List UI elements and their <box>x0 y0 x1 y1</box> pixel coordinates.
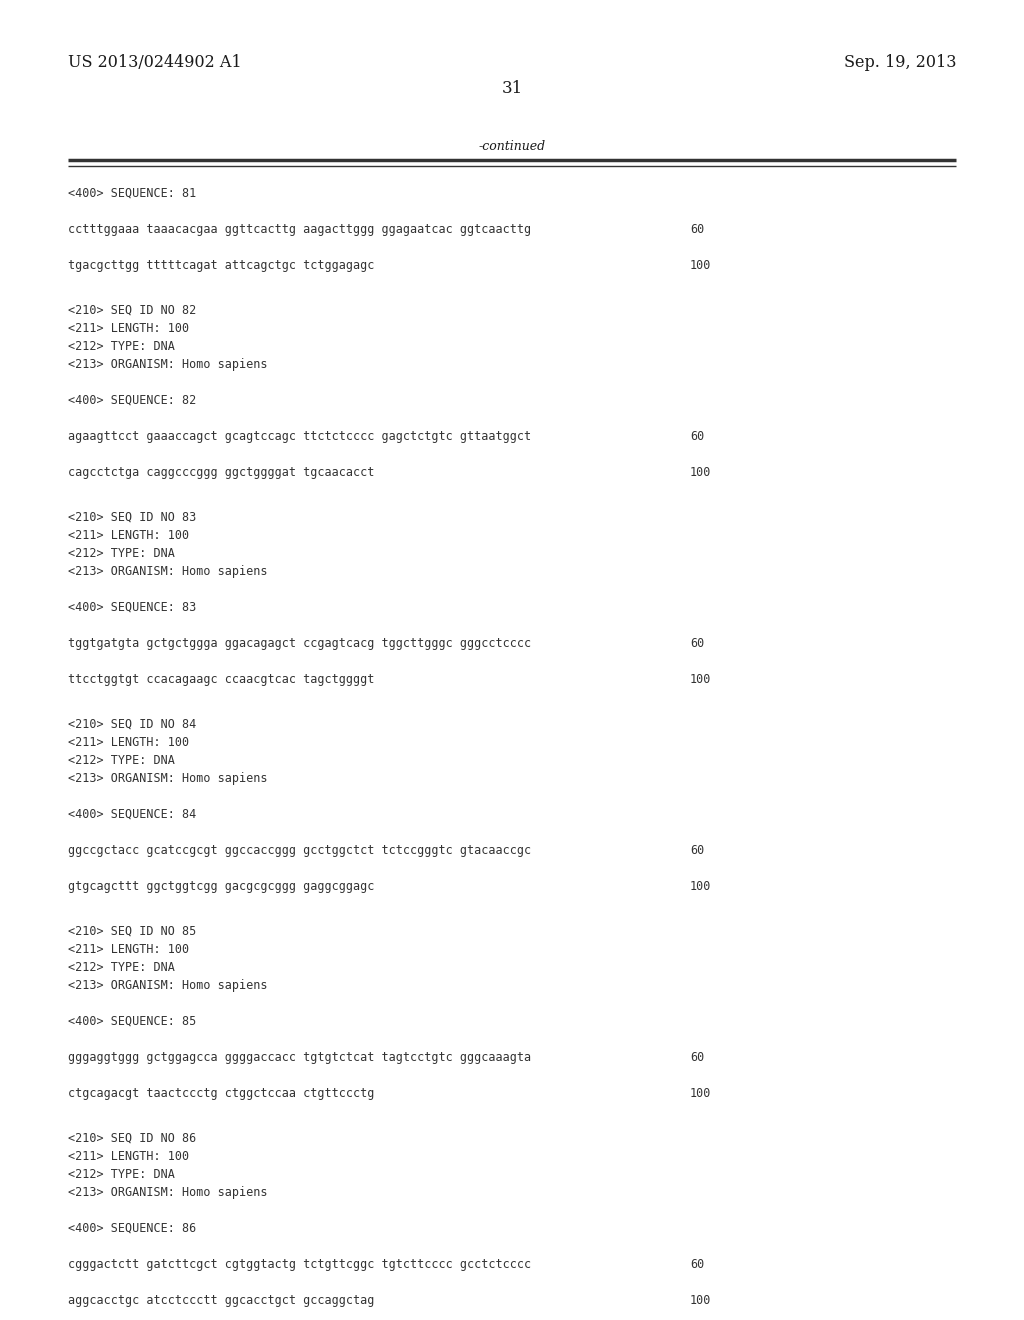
Text: <210> SEQ ID NO 86: <210> SEQ ID NO 86 <box>68 1133 197 1144</box>
Text: 100: 100 <box>690 466 712 479</box>
Text: 60: 60 <box>690 1258 705 1271</box>
Text: <211> LENGTH: 100: <211> LENGTH: 100 <box>68 322 189 335</box>
Text: ctgcagacgt taactccctg ctggctccaa ctgttccctg: ctgcagacgt taactccctg ctggctccaa ctgttcc… <box>68 1086 375 1100</box>
Text: 100: 100 <box>690 880 712 894</box>
Text: <400> SEQUENCE: 81: <400> SEQUENCE: 81 <box>68 187 197 201</box>
Text: <210> SEQ ID NO 82: <210> SEQ ID NO 82 <box>68 304 197 317</box>
Text: 60: 60 <box>690 223 705 236</box>
Text: <211> LENGTH: 100: <211> LENGTH: 100 <box>68 529 189 543</box>
Text: 100: 100 <box>690 673 712 686</box>
Text: -continued: -continued <box>478 140 546 153</box>
Text: <212> TYPE: DNA: <212> TYPE: DNA <box>68 546 175 560</box>
Text: agaagttcct gaaaccagct gcagtccagc ttctctcccc gagctctgtc gttaatggct: agaagttcct gaaaccagct gcagtccagc ttctctc… <box>68 430 531 444</box>
Text: <213> ORGANISM: Homo sapiens: <213> ORGANISM: Homo sapiens <box>68 1185 267 1199</box>
Text: <213> ORGANISM: Homo sapiens: <213> ORGANISM: Homo sapiens <box>68 565 267 578</box>
Text: 60: 60 <box>690 1051 705 1064</box>
Text: gtgcagcttt ggctggtcgg gacgcgcggg gaggcggagc: gtgcagcttt ggctggtcgg gacgcgcggg gaggcgg… <box>68 880 375 894</box>
Text: aggcacctgc atcctccctt ggcacctgct gccaggctag: aggcacctgc atcctccctt ggcacctgct gccaggc… <box>68 1294 375 1307</box>
Text: <212> TYPE: DNA: <212> TYPE: DNA <box>68 1168 175 1181</box>
Text: <213> ORGANISM: Homo sapiens: <213> ORGANISM: Homo sapiens <box>68 772 267 785</box>
Text: cagcctctga caggcccggg ggctggggat tgcaacacct: cagcctctga caggcccggg ggctggggat tgcaaca… <box>68 466 375 479</box>
Text: cgggactctt gatcttcgct cgtggtactg tctgttcggc tgtcttcccc gcctctcccc: cgggactctt gatcttcgct cgtggtactg tctgttc… <box>68 1258 531 1271</box>
Text: <210> SEQ ID NO 84: <210> SEQ ID NO 84 <box>68 718 197 731</box>
Text: tgacgcttgg tttttcagat attcagctgc tctggagagc: tgacgcttgg tttttcagat attcagctgc tctggag… <box>68 259 375 272</box>
Text: <212> TYPE: DNA: <212> TYPE: DNA <box>68 341 175 352</box>
Text: 60: 60 <box>690 430 705 444</box>
Text: US 2013/0244902 A1: US 2013/0244902 A1 <box>68 54 242 71</box>
Text: <211> LENGTH: 100: <211> LENGTH: 100 <box>68 942 189 956</box>
Text: <210> SEQ ID NO 85: <210> SEQ ID NO 85 <box>68 925 197 939</box>
Text: 60: 60 <box>690 843 705 857</box>
Text: tggtgatgta gctgctggga ggacagagct ccgagtcacg tggcttgggc gggcctcccc: tggtgatgta gctgctggga ggacagagct ccgagtc… <box>68 638 531 649</box>
Text: <211> LENGTH: 100: <211> LENGTH: 100 <box>68 1150 189 1163</box>
Text: 60: 60 <box>690 638 705 649</box>
Text: <400> SEQUENCE: 83: <400> SEQUENCE: 83 <box>68 601 197 614</box>
Text: <212> TYPE: DNA: <212> TYPE: DNA <box>68 754 175 767</box>
Text: <213> ORGANISM: Homo sapiens: <213> ORGANISM: Homo sapiens <box>68 358 267 371</box>
Text: cctttggaaa taaacacgaa ggttcacttg aagacttggg ggagaatcac ggtcaacttg: cctttggaaa taaacacgaa ggttcacttg aagactt… <box>68 223 531 236</box>
Text: <400> SEQUENCE: 86: <400> SEQUENCE: 86 <box>68 1222 197 1236</box>
Text: <400> SEQUENCE: 84: <400> SEQUENCE: 84 <box>68 808 197 821</box>
Text: 100: 100 <box>690 1086 712 1100</box>
Text: <400> SEQUENCE: 82: <400> SEQUENCE: 82 <box>68 393 197 407</box>
Text: ttcctggtgt ccacagaagc ccaacgtcac tagctggggt: ttcctggtgt ccacagaagc ccaacgtcac tagctgg… <box>68 673 375 686</box>
Text: ggccgctacc gcatccgcgt ggccaccggg gcctggctct tctccgggtc gtacaaccgc: ggccgctacc gcatccgcgt ggccaccggg gcctggc… <box>68 843 531 857</box>
Text: 31: 31 <box>502 81 522 96</box>
Text: <212> TYPE: DNA: <212> TYPE: DNA <box>68 961 175 974</box>
Text: Sep. 19, 2013: Sep. 19, 2013 <box>844 54 956 71</box>
Text: <213> ORGANISM: Homo sapiens: <213> ORGANISM: Homo sapiens <box>68 979 267 993</box>
Text: <210> SEQ ID NO 83: <210> SEQ ID NO 83 <box>68 511 197 524</box>
Text: 100: 100 <box>690 1294 712 1307</box>
Text: <211> LENGTH: 100: <211> LENGTH: 100 <box>68 737 189 748</box>
Text: <400> SEQUENCE: 85: <400> SEQUENCE: 85 <box>68 1015 197 1028</box>
Text: 100: 100 <box>690 259 712 272</box>
Text: gggaggtggg gctggagcca ggggaccacc tgtgtctcat tagtcctgtc gggcaaagta: gggaggtggg gctggagcca ggggaccacc tgtgtct… <box>68 1051 531 1064</box>
